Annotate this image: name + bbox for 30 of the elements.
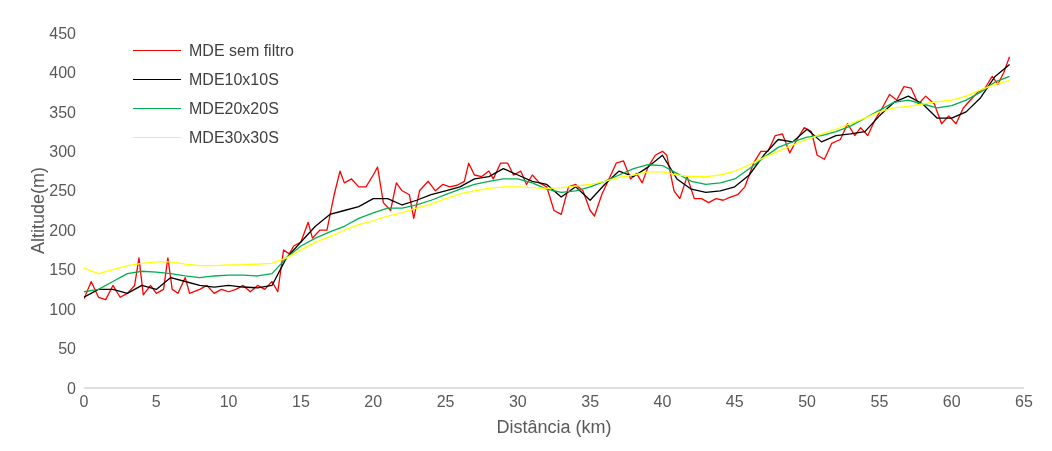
legend-label: MDE10x10S (189, 70, 279, 90)
x-tick-label: 35 (581, 393, 600, 411)
x-tick-label: 5 (151, 393, 161, 411)
y-tick-label: 250 (49, 182, 77, 200)
y-tick-label: 300 (49, 143, 77, 161)
y-tick-label: 100 (49, 300, 77, 318)
y-tick-label: 450 (49, 24, 77, 42)
x-tick-label: 0 (79, 393, 89, 411)
x-tick-label: 65 (1015, 393, 1033, 411)
x-tick-label: 45 (725, 393, 744, 411)
y-tick-label: 200 (49, 221, 77, 239)
x-axis-title: Distância (km) (496, 416, 612, 437)
y-tick-label: 0 (67, 379, 77, 397)
x-tick-label: 60 (942, 393, 961, 411)
y-tick-label: 400 (49, 64, 77, 82)
x-tick-label: 30 (508, 393, 527, 411)
x-tick-label: 50 (798, 393, 817, 411)
y-tick-label: 50 (58, 340, 77, 358)
y-tick-label: 350 (49, 103, 77, 121)
x-tick-label: 15 (292, 393, 310, 411)
legend-label: MDE30x30S (189, 128, 279, 148)
x-tick-label: 40 (653, 393, 672, 411)
x-tick-label: 20 (364, 393, 383, 411)
x-tick-label: 10 (219, 393, 238, 411)
y-axis-title: Altitude(m) (28, 166, 49, 255)
x-tick-label: 55 (870, 393, 889, 411)
legend-label: MDE20x20S (189, 99, 279, 119)
x-tick-label: 25 (436, 393, 455, 411)
legend-label: MDE sem filtro (189, 41, 294, 61)
y-tick-label: 150 (49, 261, 77, 279)
